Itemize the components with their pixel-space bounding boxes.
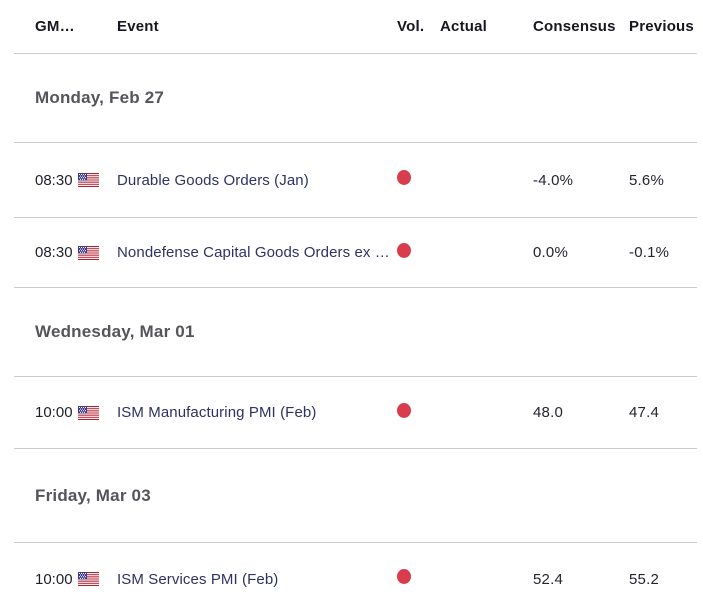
column-header-vol: Vol. <box>397 18 425 35</box>
table-row[interactable]: 10:00 ISM Services PMI (Feb) <box>14 543 697 596</box>
day-header-label: Friday, Mar 03 <box>35 485 151 505</box>
event-link[interactable]: Nondefense Capital Goods Orders ex … <box>117 244 390 261</box>
day-header-label: Monday, Feb 27 <box>35 88 165 107</box>
column-header-previous: Previous <box>629 18 694 35</box>
previous-value: 47.4 <box>629 404 659 421</box>
day-header-row: Monday, Feb 27 <box>14 54 697 143</box>
table-row[interactable]: 08:30 Durable Goods Orders (Ja <box>14 143 697 218</box>
economic-calendar-table: GM… Event Vol. Actual Consensus Previous… <box>14 0 697 596</box>
event-time: 08:30 <box>35 244 73 261</box>
us-flag-icon <box>77 572 99 586</box>
column-header-consensus: Consensus <box>533 18 616 35</box>
volatility-high-icon <box>397 242 411 258</box>
us-flag-icon <box>77 405 99 420</box>
day-header-row: Wednesday, Mar 01 <box>14 288 697 377</box>
us-flag-icon <box>77 245 99 260</box>
event-time: 08:30 <box>35 171 73 189</box>
table-row[interactable]: 08:30 Nondefense Capital Goods <box>14 218 697 288</box>
event-time: 10:00 <box>35 570 73 588</box>
table-row[interactable]: 10:00 ISM Manufacturing PMI (F <box>14 377 697 449</box>
event-link[interactable]: ISM Services PMI (Feb) <box>117 570 279 588</box>
day-header-row: Friday, Mar 03 <box>14 449 697 543</box>
consensus-value: 0.0% <box>533 244 568 261</box>
column-header-gmt[interactable]: GM… <box>35 18 75 35</box>
event-link[interactable]: Durable Goods Orders (Jan) <box>117 171 309 189</box>
volatility-high-icon <box>397 402 411 418</box>
column-header-event: Event <box>117 18 159 35</box>
column-header-actual: Actual <box>440 18 488 35</box>
consensus-value: 48.0 <box>533 404 563 421</box>
event-time: 10:00 <box>35 404 73 421</box>
day-header-label: Wednesday, Mar 01 <box>35 322 195 341</box>
table-header-row: GM… Event Vol. Actual Consensus Previous <box>14 0 697 54</box>
previous-value: 55.2 <box>629 570 659 588</box>
consensus-value: 52.4 <box>533 570 563 588</box>
volatility-high-icon <box>397 569 411 584</box>
previous-value: 5.6% <box>629 171 664 189</box>
us-flag-icon <box>77 173 99 187</box>
consensus-value: -4.0% <box>533 171 574 189</box>
previous-value: -0.1% <box>629 244 670 261</box>
event-link[interactable]: ISM Manufacturing PMI (Feb) <box>117 404 317 421</box>
volatility-high-icon <box>397 170 411 185</box>
